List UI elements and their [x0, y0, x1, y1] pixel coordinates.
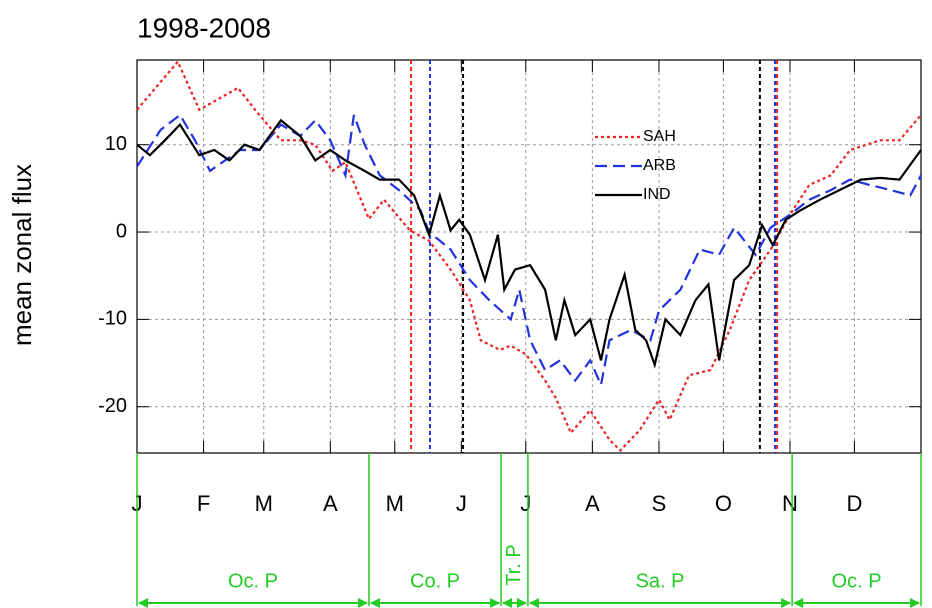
x-tick-label: F [197, 491, 210, 516]
x-tick-label: O [715, 491, 732, 516]
period-label: Co. P [410, 570, 460, 592]
series-line [136, 59, 922, 452]
x-tick-label: J [456, 491, 467, 516]
x-tick-label: A [323, 491, 338, 516]
x-tick-label: S [652, 491, 667, 516]
x-tick-label: N [782, 491, 798, 516]
y-tick-label: -20 [98, 395, 127, 417]
legend-label: IND [643, 186, 671, 203]
period-label: Sa. P [636, 570, 685, 592]
legend-label: ARB [643, 157, 676, 174]
plot-frame [136, 59, 922, 454]
series-line [136, 113, 922, 389]
legend-label: SAH [643, 128, 676, 145]
x-tick-label: J [520, 491, 531, 516]
y-tick-label: -10 [98, 308, 127, 330]
chart-title: 1998-2008 [137, 12, 271, 43]
series-line [136, 118, 922, 369]
period-label: Oc. P [832, 570, 882, 592]
y-tick-label: 10 [105, 133, 127, 155]
x-tick-label: D [846, 491, 862, 516]
period-label: Oc. P [228, 570, 278, 592]
x-tick-label: M [255, 491, 273, 516]
period-label: Tr. P [503, 544, 525, 585]
y-axis-label: mean zonal flux [7, 164, 37, 346]
x-tick-label: M [386, 491, 404, 516]
arrow-head [502, 598, 527, 608]
x-tick-label: A [585, 491, 600, 516]
y-tick-label: 0 [116, 220, 127, 242]
